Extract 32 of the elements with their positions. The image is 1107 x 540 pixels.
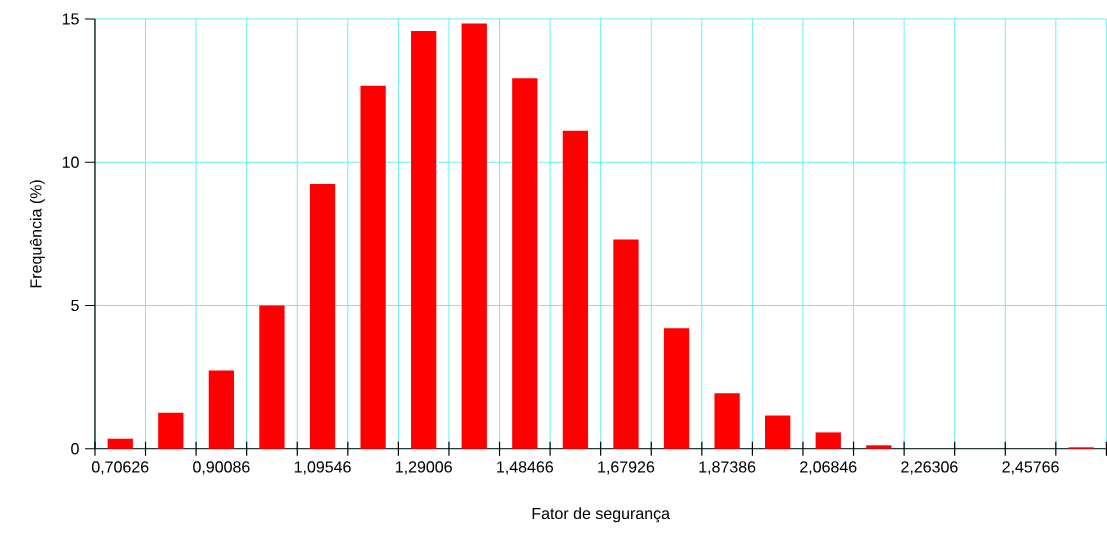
x-tick-label: 1,09546 [294,461,351,475]
bar [208,370,235,449]
y-tick-label: 15 [62,13,79,25]
x-tick-label: 1,29006 [395,461,452,475]
bar [714,393,740,449]
bar [765,415,791,449]
y-axis-title: Frequência (%) [29,180,45,288]
x-tick-label: 2,45766 [1002,461,1059,475]
x-tick-label: 0,70626 [91,461,149,475]
x-tick-label: 1,67926 [598,461,655,475]
bar [461,23,487,449]
bar [158,412,184,449]
x-tick-label: 2,06846 [800,461,857,475]
bar [360,85,386,449]
y-tick-label: 10 [62,156,79,169]
x-axis-title: Fator de segurança [532,507,670,523]
bar [107,438,133,449]
bar [613,239,639,449]
bar [866,445,892,449]
y-tick-label: 5 [71,300,79,312]
bar [815,432,841,449]
x-tick-label: 1,87386 [699,461,756,475]
bar [663,328,690,449]
x-tick-label: 2,26306 [901,461,958,475]
y-tick-label: 0 [71,443,79,455]
x-tick-label: 1,48466 [497,461,554,475]
bar [562,130,589,449]
bar [259,305,285,449]
bar [411,31,437,449]
bar [512,78,538,449]
x-tick-label: 0,90086 [193,461,250,475]
bar [309,184,336,449]
